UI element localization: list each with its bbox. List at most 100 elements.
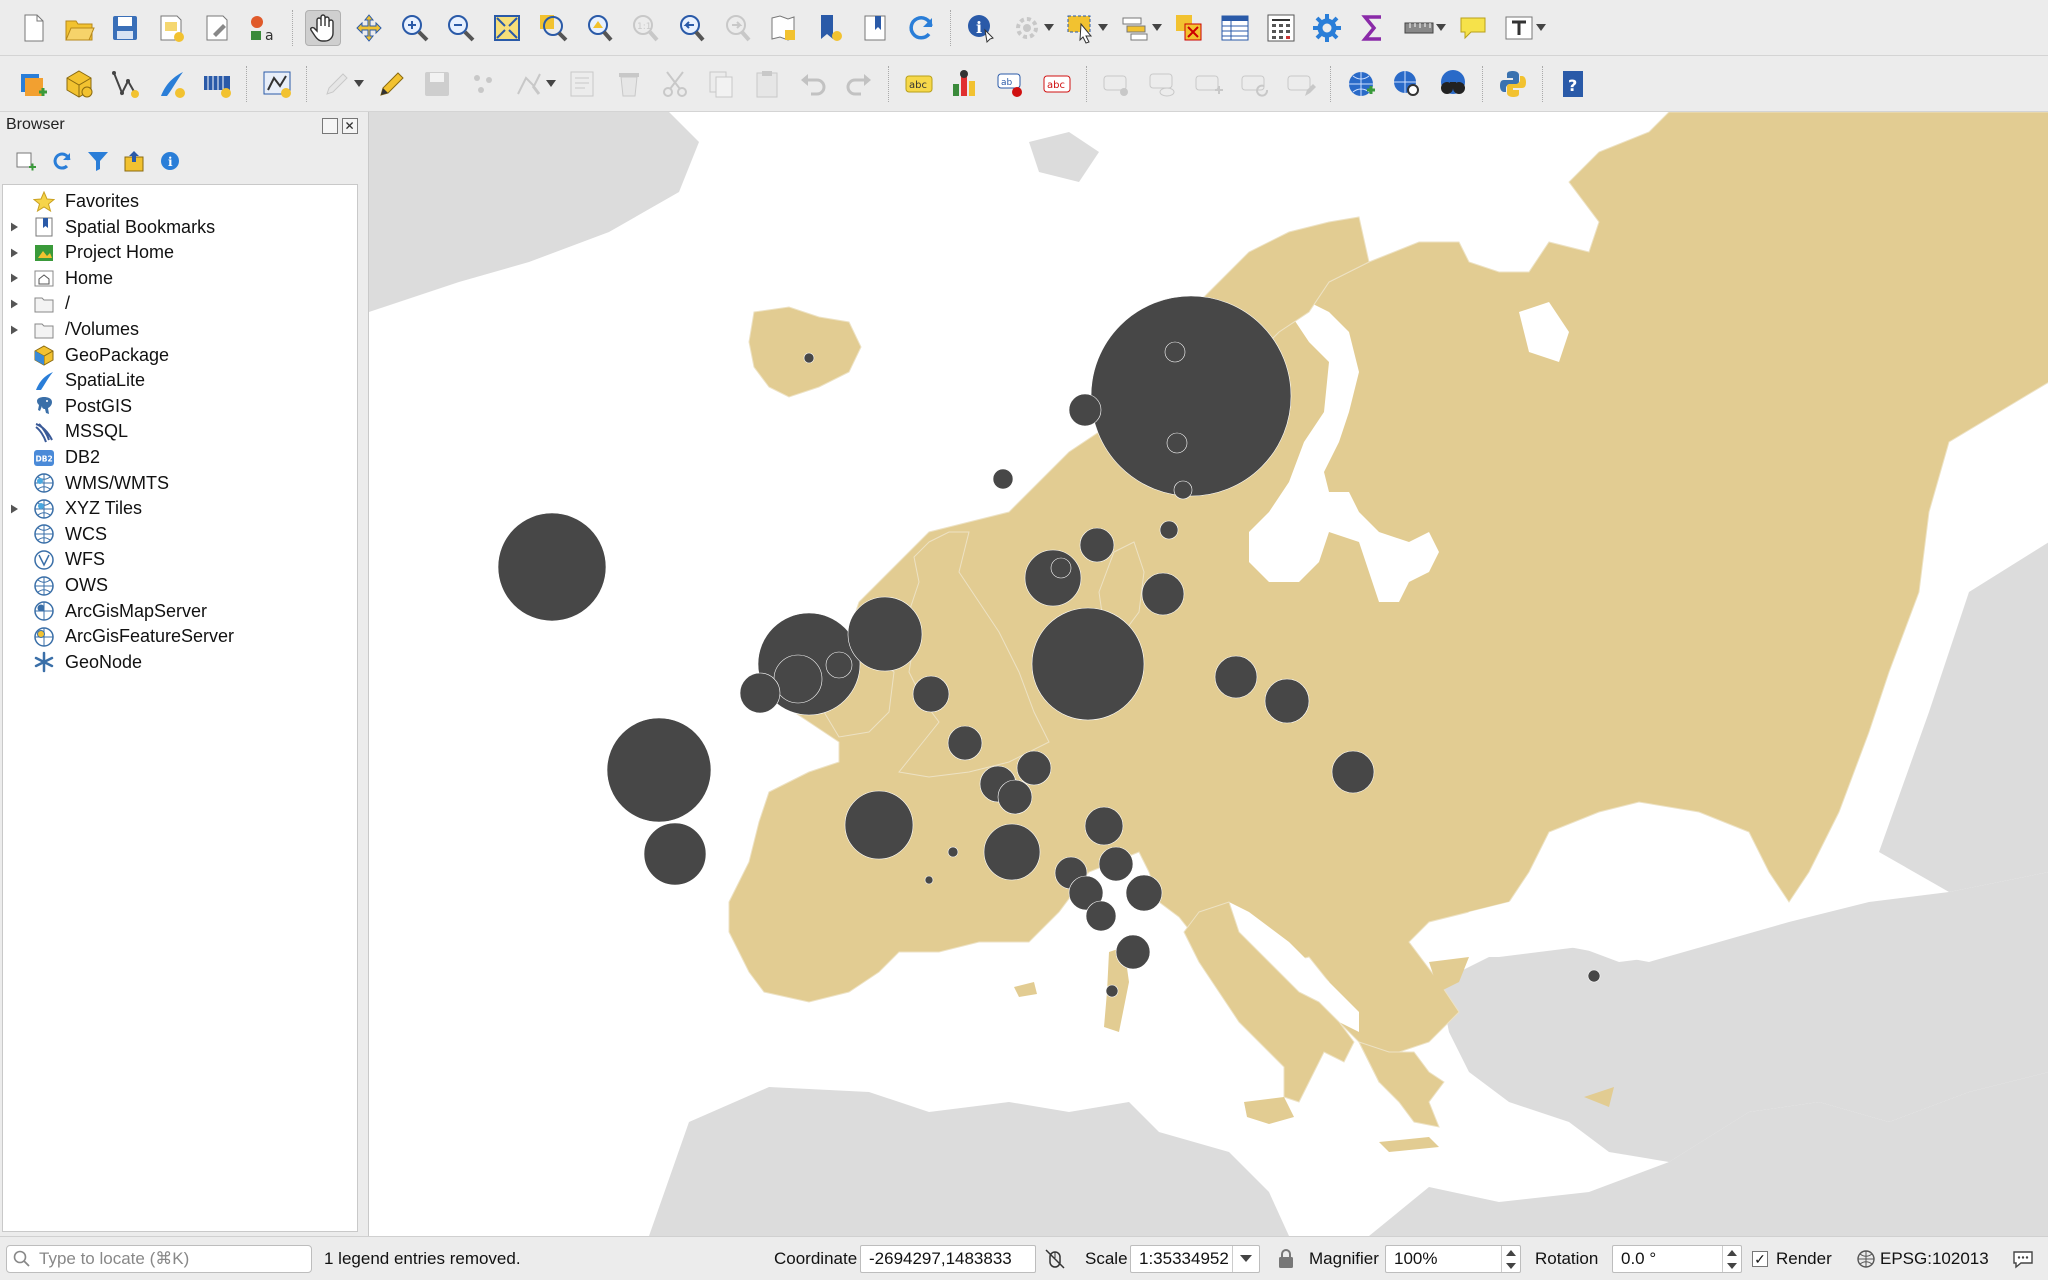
tree-item-geonode[interactable]: GeoNode	[3, 650, 142, 675]
crs-button[interactable]: EPSG:102013	[1856, 1244, 1989, 1274]
measure-dropdown-icon[interactable]	[1436, 10, 1446, 46]
open-project-icon[interactable]	[61, 10, 97, 46]
help-icon[interactable]: ?	[1555, 66, 1591, 102]
show-hide-labels-icon[interactable]	[1099, 66, 1135, 102]
refresh-icon[interactable]	[903, 10, 939, 46]
tree-item-db2[interactable]: DB2 DB2	[3, 445, 100, 470]
preview-labels-icon[interactable]	[1145, 66, 1181, 102]
zoom-to-selection-icon[interactable]	[535, 10, 571, 46]
expand-arrow-icon[interactable]	[3, 317, 25, 342]
tree-item-spatialite[interactable]: SpatiaLite	[3, 368, 145, 393]
statistics-sigma-icon[interactable]	[1355, 10, 1391, 46]
tree-item-mssql[interactable]: MSSQL	[3, 419, 128, 444]
tree-item-wms-wmts[interactable]: WMS/WMTS	[3, 471, 169, 496]
new-project-icon[interactable]	[15, 10, 51, 46]
rotate-label-icon[interactable]	[1237, 66, 1273, 102]
pan-to-selection-icon[interactable]	[351, 10, 387, 46]
copy-features-icon[interactable]	[703, 66, 739, 102]
scale-combobox[interactable]: 1:35334952	[1130, 1245, 1260, 1273]
zoom-to-layer-icon[interactable]	[581, 10, 617, 46]
paste-features-icon[interactable]	[749, 66, 785, 102]
tree-item-wcs[interactable]: WCS	[3, 522, 107, 547]
tree-item-geopackage[interactable]: GeoPackage	[3, 343, 169, 368]
refresh-browser-icon[interactable]	[47, 146, 77, 176]
current-edits-icon[interactable]	[319, 66, 355, 102]
new-print-layout-icon[interactable]	[153, 10, 189, 46]
tree-item-postgis[interactable]: PostGIS	[3, 394, 132, 419]
tree-item-arcgis-featureserver[interactable]: ArcGisFeatureServer	[3, 624, 234, 649]
open-attribute-table-icon[interactable]	[1217, 10, 1253, 46]
map-canvas[interactable]	[368, 112, 2048, 1236]
metasearch-globe-icon[interactable]	[1343, 66, 1379, 102]
highlight-pinned-labels-icon[interactable]: abc	[1039, 66, 1075, 102]
save-edits-icon[interactable]	[419, 66, 455, 102]
rotation-spinbox[interactable]: 0.0 °	[1612, 1245, 1742, 1273]
delete-selected-icon[interactable]	[611, 66, 647, 102]
zoom-in-icon[interactable]	[397, 10, 433, 46]
render-toggle[interactable]: ✓ Render	[1752, 1244, 1832, 1274]
data-source-manager-icon[interactable]	[15, 66, 51, 102]
float-panel-icon[interactable]	[322, 118, 338, 134]
zoom-next-icon[interactable]	[719, 10, 755, 46]
messages-icon[interactable]	[2012, 1244, 2034, 1274]
tree-item-home[interactable]: Home	[3, 266, 113, 291]
tree-item-arcgis-mapserver[interactable]: ArcGisMapServer	[3, 599, 207, 624]
new-shapefile-layer-icon[interactable]	[107, 66, 143, 102]
attribute-select-dropdown-icon[interactable]	[1152, 10, 1162, 46]
save-project-icon[interactable]	[107, 10, 143, 46]
expand-arrow-icon[interactable]	[3, 266, 25, 291]
tree-item-xyz-tiles[interactable]: XYZ Tiles	[3, 496, 142, 521]
select-features-dropdown-icon[interactable]	[1098, 10, 1108, 46]
tree-item-spatial-bookmarks[interactable]: Spatial Bookmarks	[3, 215, 215, 240]
pan-map-icon[interactable]	[305, 9, 341, 46]
vertex-tool-dropdown-icon[interactable]	[546, 66, 556, 102]
filter-browser-icon[interactable]	[83, 146, 113, 176]
spin-down-icon[interactable]	[1506, 1262, 1516, 1269]
metasearch-search-icon[interactable]	[1389, 66, 1425, 102]
new-map-view-icon[interactable]	[765, 10, 801, 46]
change-label-icon[interactable]	[1283, 66, 1319, 102]
expand-arrow-icon[interactable]	[3, 291, 25, 316]
attribute-table-select-icon[interactable]	[1117, 10, 1153, 46]
magnifier-spinbox[interactable]: 100%	[1385, 1245, 1521, 1273]
identify-features-icon[interactable]: i	[963, 10, 999, 46]
locator-search-input[interactable]: Type to locate (⌘K)	[6, 1245, 312, 1273]
toggle-editing-pencil-icon[interactable]	[373, 66, 409, 102]
tree-item-volumes[interactable]: /Volumes	[3, 317, 139, 342]
text-annotation-icon[interactable]	[1501, 10, 1537, 46]
tree-item-project-home[interactable]: Project Home	[3, 240, 174, 265]
expand-arrow-icon[interactable]	[3, 240, 25, 265]
zoom-native-icon[interactable]: 1:1	[627, 10, 663, 46]
deselect-all-icon[interactable]	[1171, 10, 1207, 46]
enable-properties-info-icon[interactable]: i	[155, 146, 185, 176]
chevron-down-icon[interactable]	[1232, 1246, 1259, 1272]
pin-labels-icon[interactable]: ab	[993, 66, 1029, 102]
close-panel-icon[interactable]	[342, 118, 358, 134]
redo-icon[interactable]	[841, 66, 877, 102]
geocode-binoculars-icon[interactable]	[1435, 66, 1471, 102]
tree-item-wfs[interactable]: WFS	[3, 547, 105, 572]
style-manager-icon[interactable]: a	[245, 10, 281, 46]
select-features-icon[interactable]	[1063, 10, 1099, 46]
digitize-segment-icon[interactable]	[259, 66, 295, 102]
vertex-tool-icon[interactable]	[511, 66, 547, 102]
collapse-all-icon[interactable]	[119, 146, 149, 176]
spin-up-icon[interactable]	[1506, 1249, 1516, 1256]
layout-manager-icon[interactable]	[199, 10, 235, 46]
tree-item-ows[interactable]: OWS	[3, 573, 108, 598]
label-toolbar-icon[interactable]: abc	[901, 66, 937, 102]
processing-toolbox-icon[interactable]	[1309, 10, 1345, 46]
annotation-dropdown-icon[interactable]	[1536, 10, 1546, 46]
spin-up-icon[interactable]	[1727, 1249, 1737, 1256]
zoom-last-icon[interactable]	[673, 10, 709, 46]
add-feature-icon[interactable]	[465, 66, 501, 102]
lock-scale-icon[interactable]	[1278, 1244, 1294, 1274]
run-action-icon[interactable]	[1009, 10, 1045, 46]
spin-down-icon[interactable]	[1727, 1262, 1737, 1269]
expand-arrow-icon[interactable]	[3, 215, 25, 240]
diagram-properties-icon[interactable]	[947, 66, 983, 102]
new-geopackage-layer-icon[interactable]	[61, 66, 97, 102]
tree-item-favorites[interactable]: Favorites	[3, 189, 139, 214]
field-calculator-icon[interactable]	[1263, 10, 1299, 46]
cut-features-icon[interactable]	[657, 66, 693, 102]
